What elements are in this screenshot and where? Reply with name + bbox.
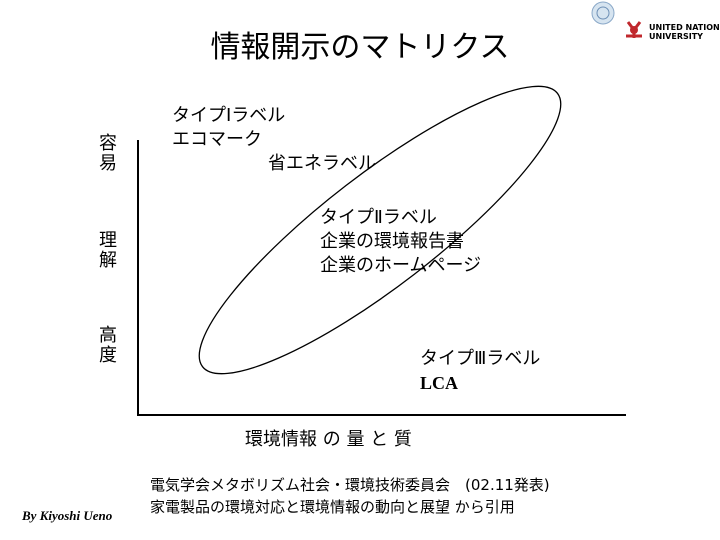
- logo-text: UNIVERSITY: [649, 32, 703, 41]
- unu-logo: [626, 21, 642, 38]
- source-line: 家電製品の環境対応と環境情報の動向と展望 から引用: [150, 498, 515, 516]
- source-line: 電気学会メタボリズム社会・環境技術委員会 (02.11発表): [150, 476, 550, 494]
- group-line: LCA: [420, 373, 459, 393]
- group-line: エコマーク: [172, 129, 262, 150]
- y-label: 容易: [96, 133, 117, 173]
- title: 情報開示のマトリクス: [210, 30, 510, 65]
- group-line: 企業の環境報告書: [320, 231, 464, 252]
- group-line: 企業のホームページ: [320, 255, 482, 276]
- un-emblem: [591, 1, 615, 25]
- logo-text: UNITED NATIONS: [649, 23, 720, 32]
- y-label: 理解: [96, 230, 117, 270]
- x-label: 環境情報 の 量 と 質: [245, 429, 412, 450]
- y-label: 高度: [96, 325, 117, 365]
- credit: By Kiyoshi Ueno: [22, 508, 113, 523]
- group-line: タイプⅢラベル: [420, 348, 541, 369]
- ellipse: [198, 85, 562, 375]
- group-line: タイプⅠラベル: [172, 105, 286, 126]
- group-line: タイプⅡラベル: [320, 207, 437, 228]
- group-line: 省エネラベル: [268, 153, 376, 174]
